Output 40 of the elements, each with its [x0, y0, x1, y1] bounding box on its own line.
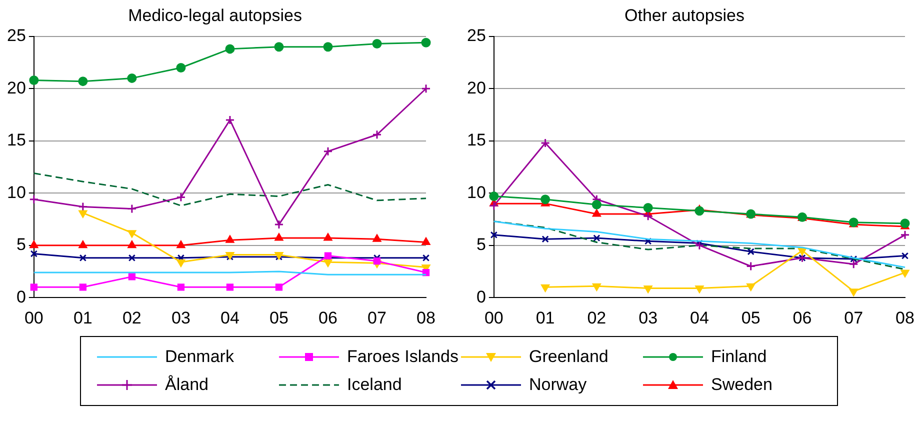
y-tick-label: 25: [6, 26, 26, 46]
x-tick-label: 08: [416, 308, 436, 328]
x-tick-label: 07: [844, 308, 864, 328]
y-tick-label: 25: [466, 26, 486, 46]
x-tick-label: 08: [896, 308, 914, 328]
legend-label: Greenland: [529, 347, 608, 367]
x-tick-label: 01: [536, 308, 555, 328]
legend-label: Iceland: [347, 375, 402, 395]
x-tick-label: 03: [638, 308, 658, 328]
y-tick-label: 0: [16, 287, 26, 306]
x-tick-label: 00: [24, 308, 44, 328]
y-tick-label: 5: [16, 235, 26, 254]
x-tick-label: 03: [171, 308, 190, 328]
x-tick-label: 05: [741, 308, 760, 328]
x-tick-label: 00: [484, 308, 504, 328]
y-tick-label: 20: [6, 78, 26, 98]
x-tick-label: 06: [792, 308, 812, 328]
legend-label: Finland: [711, 347, 767, 367]
chart-title: Other autopsies: [624, 6, 745, 25]
x-tick-label: 05: [270, 308, 288, 328]
chart-title: Medico-legal autopsies: [128, 6, 302, 25]
x-tick-label: 02: [587, 308, 606, 328]
y-tick-label: 10: [6, 182, 26, 202]
y-tick-label: 20: [466, 78, 486, 98]
x-tick-label: 06: [318, 308, 338, 328]
legend-label: Faroes Islands: [347, 347, 458, 367]
x-tick-label: 01: [73, 308, 92, 328]
legend-label: Åland: [165, 375, 208, 395]
legend-label: Denmark: [165, 347, 234, 367]
x-tick-label: 02: [122, 308, 142, 328]
y-tick-label: 10: [466, 182, 486, 202]
x-tick-label: 04: [690, 308, 709, 328]
x-tick-label: 04: [220, 308, 240, 328]
y-tick-label: 5: [476, 235, 486, 254]
y-tick-label: 15: [6, 130, 26, 150]
y-tick-label: 15: [466, 130, 486, 150]
legend-label: Norway: [529, 375, 587, 395]
y-tick-label: 0: [476, 287, 486, 306]
x-tick-label: 07: [368, 308, 386, 328]
legend-label: Sweden: [711, 375, 772, 395]
